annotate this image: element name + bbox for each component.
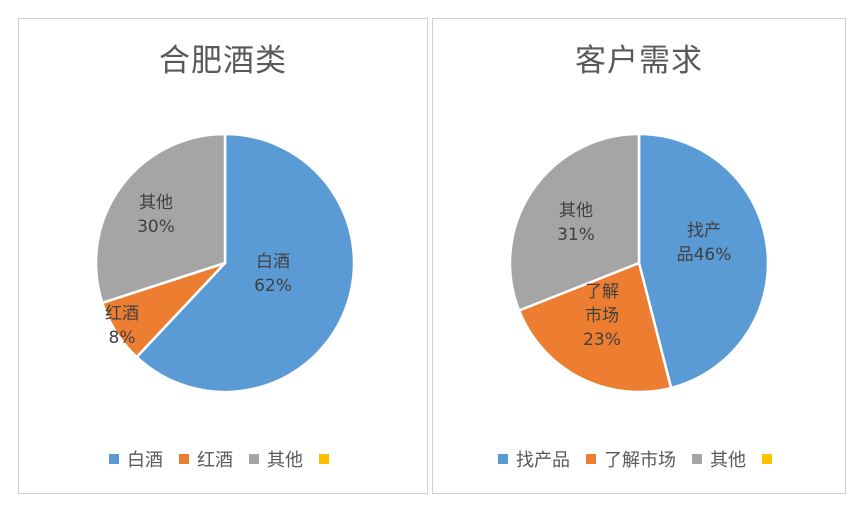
data-label-找产品: 找产品46% xyxy=(677,219,732,267)
legend-label: 白酒 xyxy=(127,450,163,471)
legend-swatch xyxy=(179,454,189,464)
data-label-line: 其他 xyxy=(138,193,173,213)
data-label-line: 市场 xyxy=(584,306,619,326)
data-label-白酒: 白酒 62% xyxy=(254,250,292,298)
legend-swatch xyxy=(762,454,772,464)
pie-slice-其他 xyxy=(94,132,227,305)
chart-legend: 白酒 红酒 其他 xyxy=(19,446,427,472)
legend-item-其他: 其他 xyxy=(692,446,746,472)
legend-swatch xyxy=(692,454,702,464)
data-label-line: 23% xyxy=(583,330,621,350)
legend-swatch xyxy=(249,454,259,464)
pie-slice-了解市场 xyxy=(517,261,673,394)
data-label-line: 品46% xyxy=(676,245,732,265)
legend-item-白酒: 白酒 xyxy=(109,446,163,472)
chart-legend: 找产品 了解市场 其他 xyxy=(433,446,845,472)
chart-panel-liquor-types: 合肥酒类 白酒 62% 红酒 8% 其他 30% 白酒 红酒 其他 xyxy=(18,18,428,494)
chart-title: 客户需求 xyxy=(575,43,703,79)
legend-item-其他: 其他 xyxy=(249,446,303,472)
data-label-其他: 其他 30% xyxy=(137,191,175,239)
pie-chart xyxy=(508,132,770,394)
legend-label: 找产品 xyxy=(516,450,570,471)
pie-slice-找产品 xyxy=(637,132,770,390)
data-label-line: 31% xyxy=(557,225,595,245)
pie-slice-其他 xyxy=(508,132,641,313)
data-label-line: 30% xyxy=(137,217,175,237)
legend-swatch xyxy=(319,454,329,464)
data-label-line: 8% xyxy=(108,328,136,348)
pie-slice-白酒 xyxy=(134,132,356,394)
data-label-line: 其他 xyxy=(558,201,593,221)
chart-panel-customer-demand: 客户需求 找产 品46% 了解 市场 23% 其他 31% 找产品 了解市场 其他 xyxy=(432,18,846,494)
data-label-其他: 其他 31% xyxy=(557,199,595,247)
legend-label: 了解市场 xyxy=(604,450,676,471)
legend-item-红酒: 红酒 xyxy=(179,446,233,472)
data-label-line: 找产 xyxy=(686,221,721,241)
legend-label: 其他 xyxy=(710,450,746,471)
legend-swatch xyxy=(586,454,596,464)
legend-item-了解市场: 了解市场 xyxy=(586,446,676,472)
legend-swatch xyxy=(109,454,119,464)
pie-chart xyxy=(94,132,356,394)
data-label-line: 了解 xyxy=(584,282,619,302)
legend-item-找产品: 找产品 xyxy=(498,446,570,472)
legend-swatch xyxy=(498,454,508,464)
legend-item-empty xyxy=(762,454,780,464)
legend-item-empty xyxy=(319,454,337,464)
legend-label: 其他 xyxy=(267,450,303,471)
data-label-line: 红酒 xyxy=(105,304,139,324)
data-label-line: 62% xyxy=(254,276,292,296)
data-label-红酒: 红酒 8% xyxy=(105,302,139,350)
data-label-line: 白酒 xyxy=(255,252,290,272)
chart-title: 合肥酒类 xyxy=(159,43,287,79)
data-label-了解市场: 了解市场 23% xyxy=(583,280,621,352)
legend-label: 红酒 xyxy=(197,450,233,471)
